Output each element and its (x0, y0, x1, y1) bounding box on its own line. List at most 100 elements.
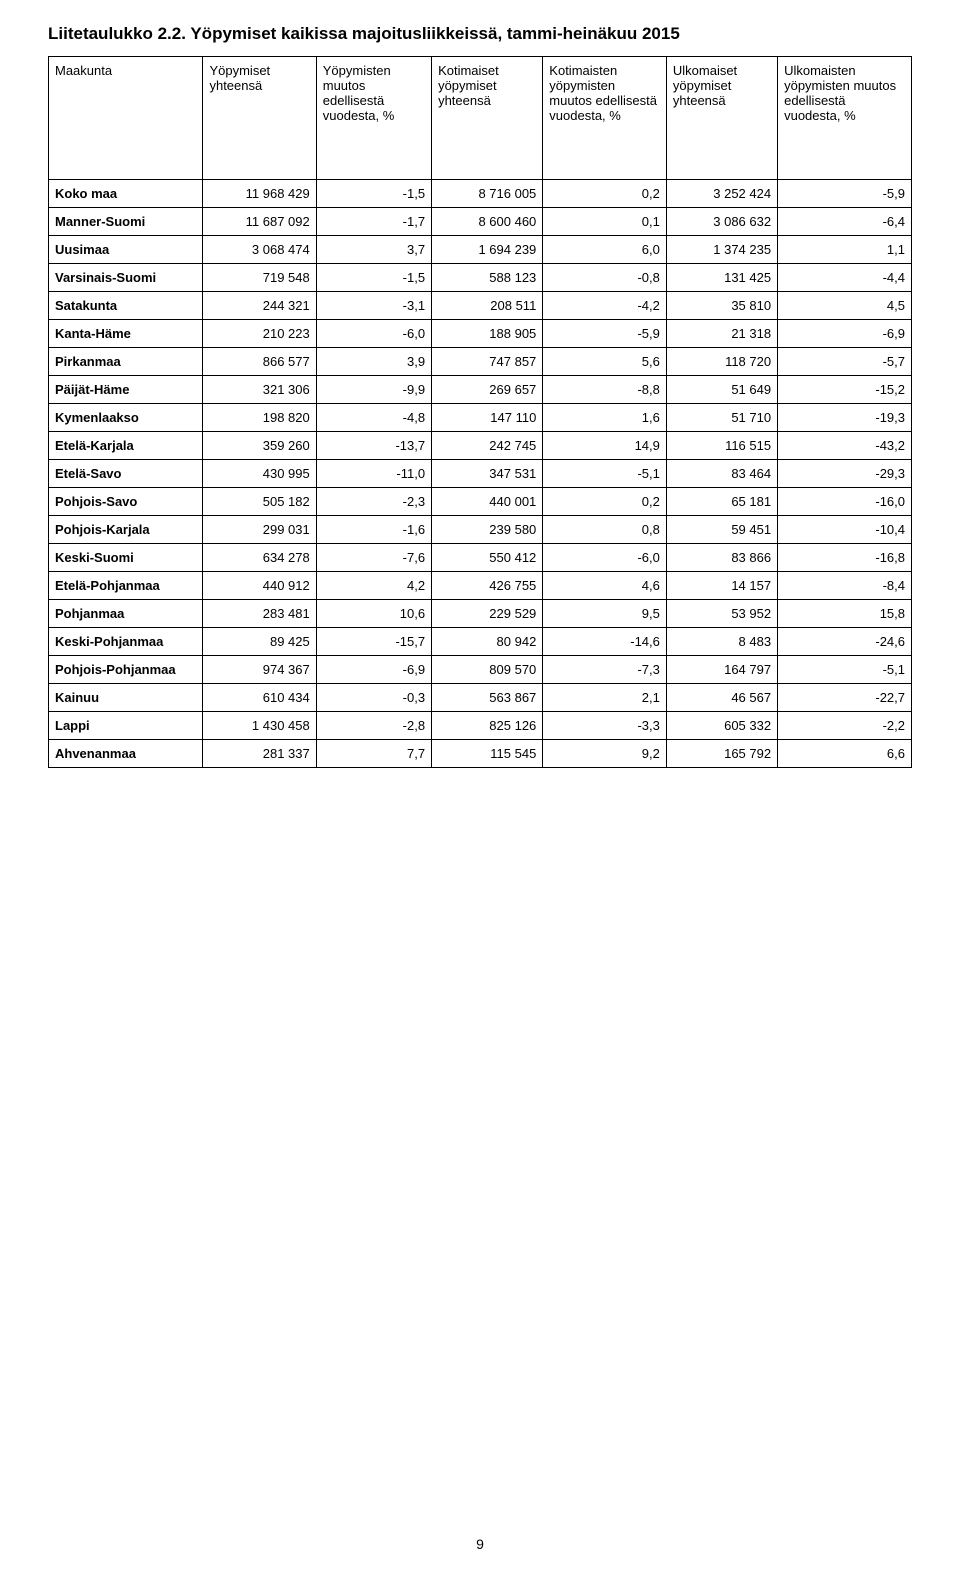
col-header-2: Yöpymisten muutos edellisestä vuodesta, … (316, 57, 431, 180)
cell-value: 3,7 (316, 236, 431, 264)
table-row: Keski-Pohjanmaa89 425-15,780 942-14,68 4… (49, 628, 912, 656)
table-row: Pohjois-Karjala299 031-1,6239 5800,859 4… (49, 516, 912, 544)
cell-value: 83 464 (666, 460, 777, 488)
cell-value: 198 820 (203, 404, 316, 432)
cell-value: 4,6 (543, 572, 667, 600)
table-row: Pohjanmaa283 48110,6229 5299,553 95215,8 (49, 600, 912, 628)
cell-value: -6,0 (543, 544, 667, 572)
row-label: Kainuu (49, 684, 203, 712)
row-label: Pohjois-Savo (49, 488, 203, 516)
table-body: Koko maa11 968 429-1,58 716 0050,23 252 … (49, 180, 912, 768)
col-header-1: Yöpymiset yhteensä (203, 57, 316, 180)
cell-value: 6,6 (778, 740, 912, 768)
table-row: Etelä-Savo430 995-11,0347 531-5,183 464-… (49, 460, 912, 488)
cell-value: 51 710 (666, 404, 777, 432)
row-label: Pohjois-Pohjanmaa (49, 656, 203, 684)
row-label: Pirkanmaa (49, 348, 203, 376)
cell-value: -3,1 (316, 292, 431, 320)
cell-value: 0,1 (543, 208, 667, 236)
cell-value: 605 332 (666, 712, 777, 740)
row-label: Pohjanmaa (49, 600, 203, 628)
cell-value: -29,3 (778, 460, 912, 488)
cell-value: -19,3 (778, 404, 912, 432)
table-row: Kymenlaakso198 820-4,8147 1101,651 710-1… (49, 404, 912, 432)
cell-value: 747 857 (432, 348, 543, 376)
table-row: Etelä-Pohjanmaa440 9124,2426 7554,614 15… (49, 572, 912, 600)
table-row: Etelä-Karjala359 260-13,7242 74514,9116 … (49, 432, 912, 460)
cell-value: -15,7 (316, 628, 431, 656)
cell-value: 610 434 (203, 684, 316, 712)
cell-value: 164 797 (666, 656, 777, 684)
row-label: Päijät-Häme (49, 376, 203, 404)
cell-value: -4,2 (543, 292, 667, 320)
cell-value: 46 567 (666, 684, 777, 712)
cell-value: -6,4 (778, 208, 912, 236)
cell-value: 440 912 (203, 572, 316, 600)
cell-value: 14,9 (543, 432, 667, 460)
cell-value: 3 086 632 (666, 208, 777, 236)
cell-value: 0,2 (543, 488, 667, 516)
cell-value: -22,7 (778, 684, 912, 712)
row-label: Pohjois-Karjala (49, 516, 203, 544)
cell-value: 210 223 (203, 320, 316, 348)
cell-value: -14,6 (543, 628, 667, 656)
cell-value: 9,5 (543, 600, 667, 628)
table-row: Ahvenanmaa281 3377,7115 5459,2165 7926,6 (49, 740, 912, 768)
row-label: Satakunta (49, 292, 203, 320)
col-header-5: Ulkomaiset yöpymiset yhteensä (666, 57, 777, 180)
cell-value: -2,3 (316, 488, 431, 516)
cell-value: 7,7 (316, 740, 431, 768)
table-row: Uusimaa3 068 4743,71 694 2396,01 374 235… (49, 236, 912, 264)
cell-value: -7,3 (543, 656, 667, 684)
cell-value: 80 942 (432, 628, 543, 656)
page: Liitetaulukko 2.2. Yöpymiset kaikissa ma… (0, 0, 960, 1572)
cell-value: 440 001 (432, 488, 543, 516)
row-label: Kymenlaakso (49, 404, 203, 432)
cell-value: 2,1 (543, 684, 667, 712)
cell-value: 5,6 (543, 348, 667, 376)
cell-value: 809 570 (432, 656, 543, 684)
cell-value: -2,2 (778, 712, 912, 740)
cell-value: 242 745 (432, 432, 543, 460)
cell-value: 505 182 (203, 488, 316, 516)
cell-value: 147 110 (432, 404, 543, 432)
cell-value: -1,7 (316, 208, 431, 236)
row-label: Varsinais-Suomi (49, 264, 203, 292)
cell-value: 3,9 (316, 348, 431, 376)
cell-value: -1,5 (316, 180, 431, 208)
cell-value: 116 515 (666, 432, 777, 460)
row-label: Lappi (49, 712, 203, 740)
cell-value: 3 068 474 (203, 236, 316, 264)
cell-value: 281 337 (203, 740, 316, 768)
cell-value: -3,3 (543, 712, 667, 740)
cell-value: 35 810 (666, 292, 777, 320)
row-label: Keski-Suomi (49, 544, 203, 572)
cell-value: 563 867 (432, 684, 543, 712)
cell-value: 4,5 (778, 292, 912, 320)
cell-value: 3 252 424 (666, 180, 777, 208)
table-row: Pirkanmaa866 5773,9747 8575,6118 720-5,7 (49, 348, 912, 376)
cell-value: 269 657 (432, 376, 543, 404)
cell-value: 244 321 (203, 292, 316, 320)
cell-value: 188 905 (432, 320, 543, 348)
cell-value: -16,0 (778, 488, 912, 516)
cell-value: 866 577 (203, 348, 316, 376)
col-header-3: Kotimaiset yöpymiset yhteensä (432, 57, 543, 180)
cell-value: 430 995 (203, 460, 316, 488)
cell-value: 229 529 (432, 600, 543, 628)
cell-value: 634 278 (203, 544, 316, 572)
cell-value: 283 481 (203, 600, 316, 628)
cell-value: 89 425 (203, 628, 316, 656)
cell-value: 359 260 (203, 432, 316, 460)
col-header-4: Kotimaisten yöpymisten muutos edellisest… (543, 57, 667, 180)
cell-value: 1 430 458 (203, 712, 316, 740)
cell-value: -1,6 (316, 516, 431, 544)
cell-value: 239 580 (432, 516, 543, 544)
row-label: Manner-Suomi (49, 208, 203, 236)
cell-value: 588 123 (432, 264, 543, 292)
col-header-0: Maakunta (49, 57, 203, 180)
cell-value: -8,4 (778, 572, 912, 600)
cell-value: 321 306 (203, 376, 316, 404)
data-table: Maakunta Yöpymiset yhteensä Yöpymisten m… (48, 56, 912, 768)
cell-value: -8,8 (543, 376, 667, 404)
